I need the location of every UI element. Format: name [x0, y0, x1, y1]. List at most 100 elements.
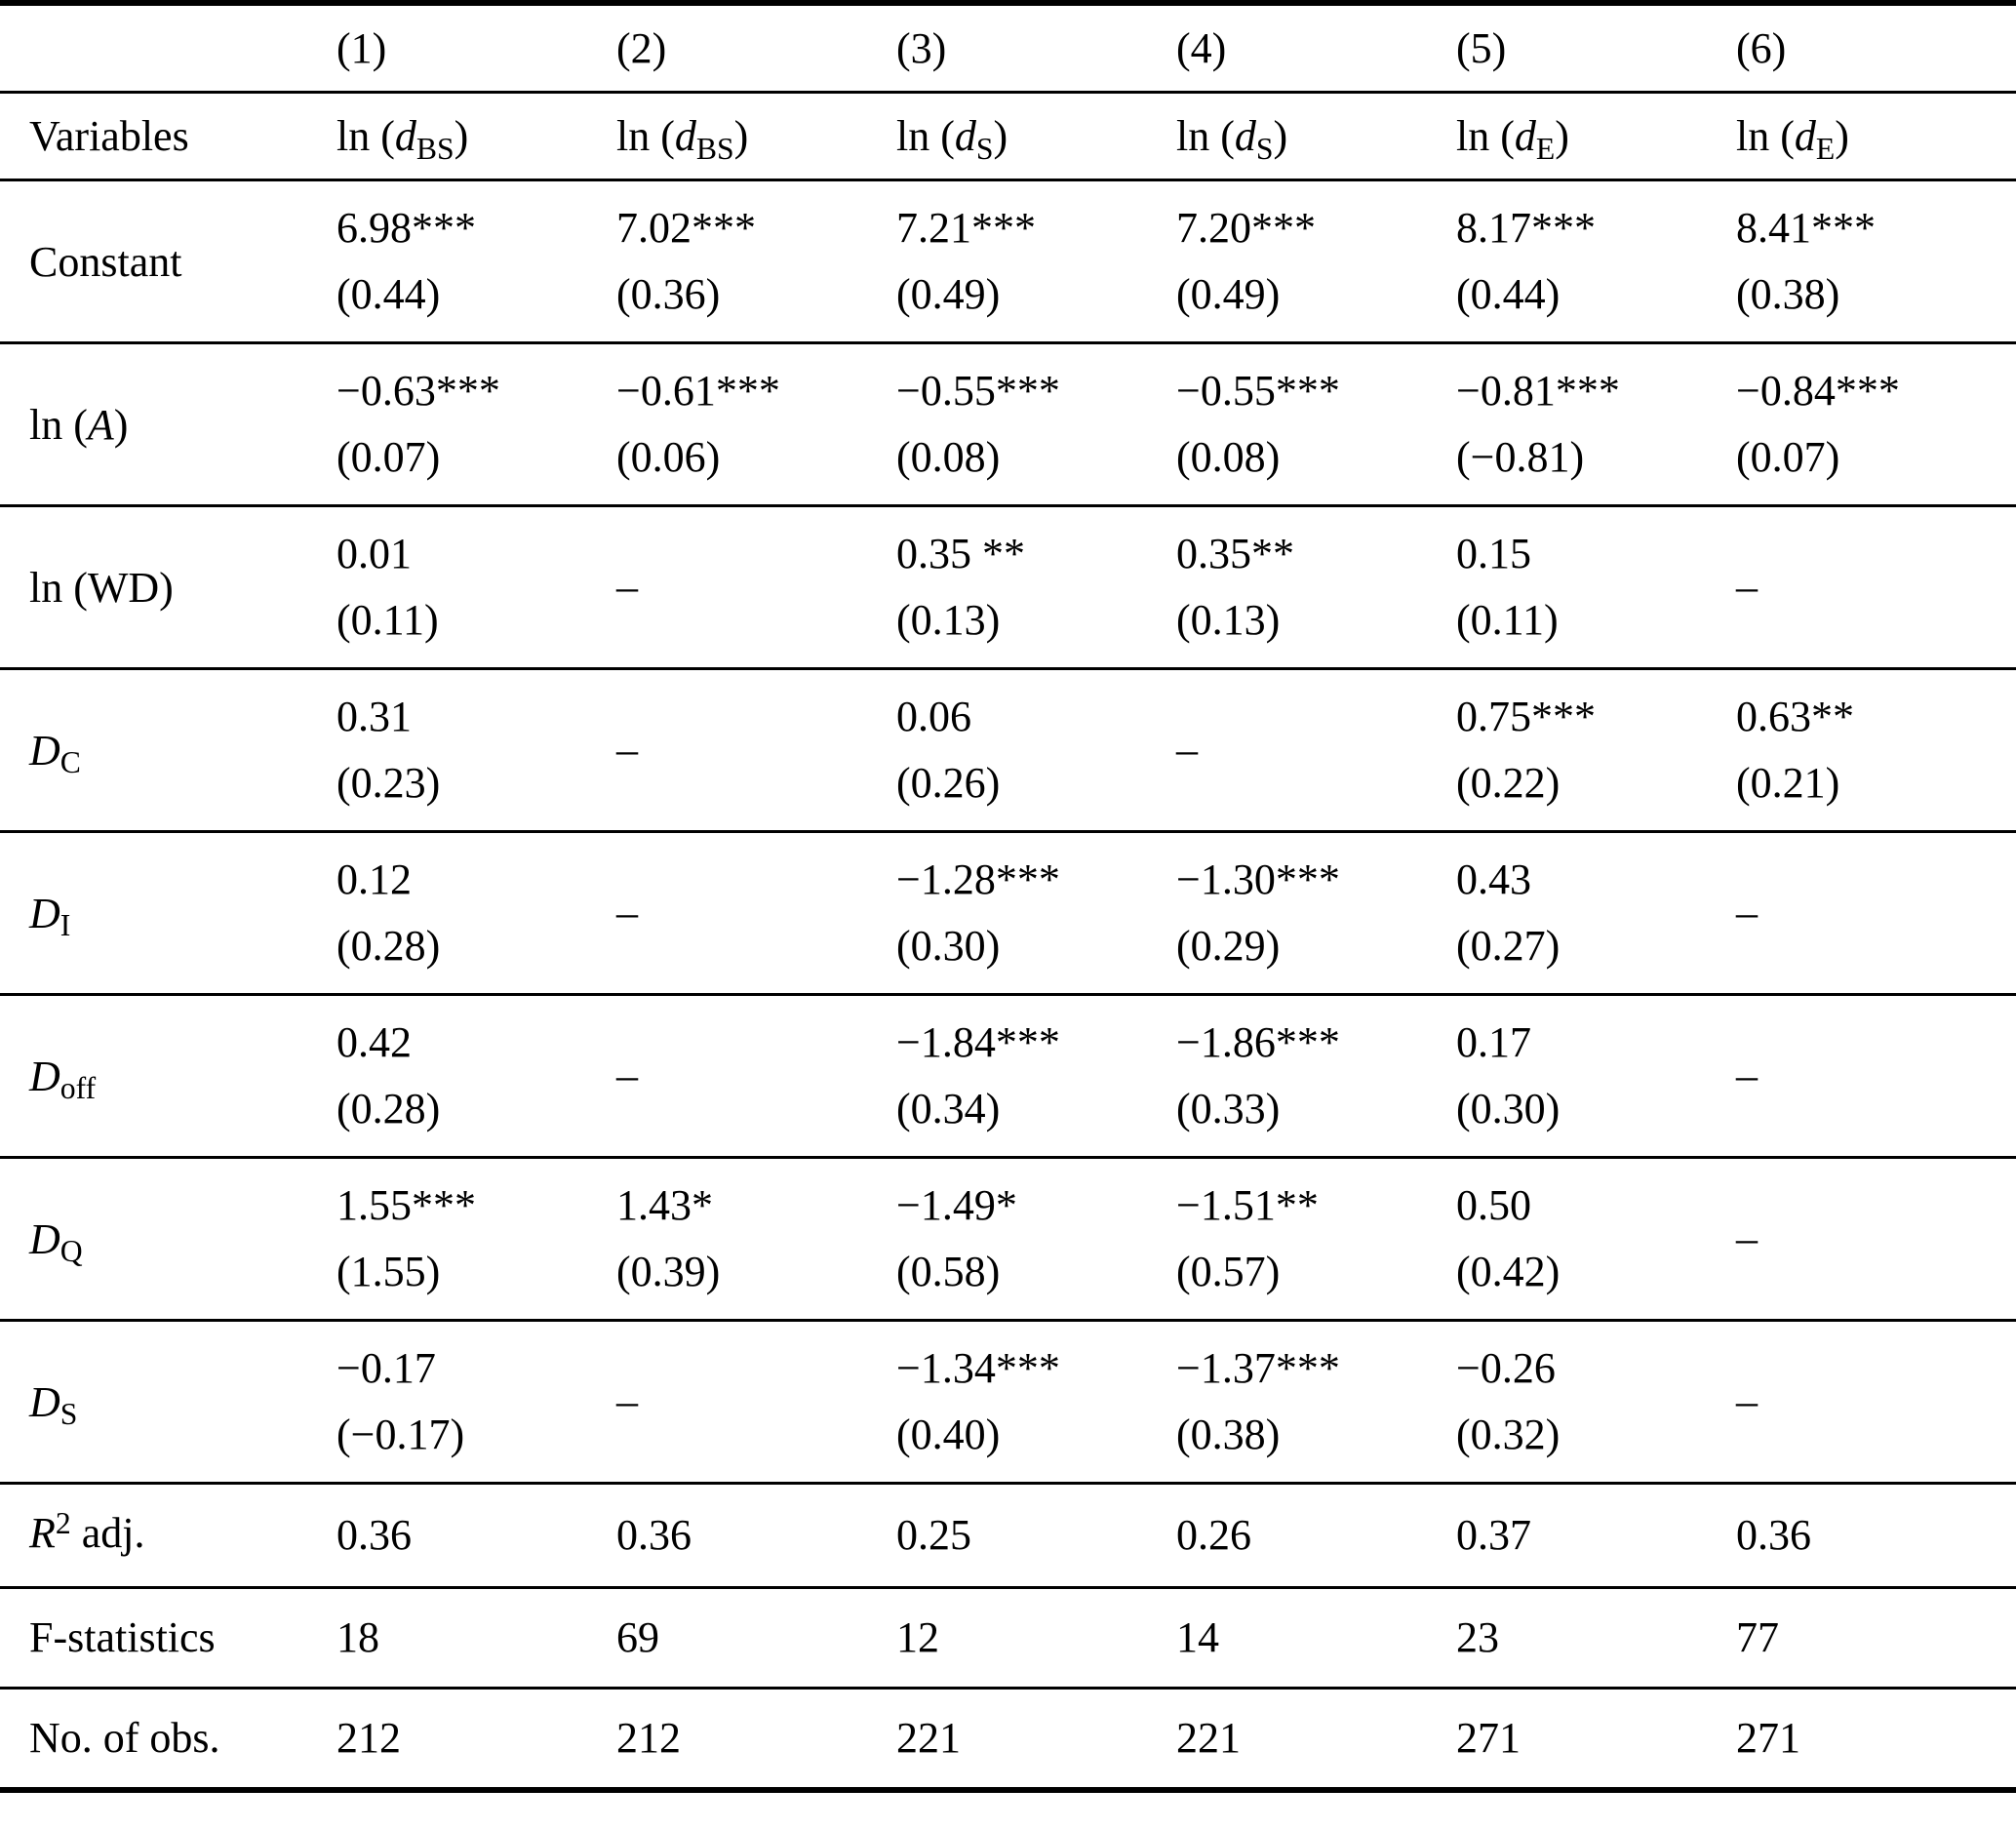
stat-label: R2 adj. — [0, 1483, 336, 1589]
coef-cell: 0.35** (0.13) — [1176, 505, 1456, 670]
empty-cell: – — [616, 831, 896, 996]
text-segment: d — [674, 112, 696, 160]
standard-error: (0.36) — [616, 270, 721, 318]
dash: – — [616, 889, 638, 936]
standard-error: (0.57) — [1176, 1248, 1281, 1295]
coef-row-constant: Constant 6.98*** (0.44) 7.02*** (0.36) 7.21**… — [0, 179, 2016, 344]
dash: – — [616, 726, 638, 774]
coef-cell: 0.17 (0.30) — [1456, 994, 1736, 1159]
coef-cell: 7.02*** (0.36) — [616, 179, 896, 344]
standard-error: (0.11) — [1456, 596, 1559, 644]
estimate: −1.86*** — [1176, 1018, 1340, 1066]
estimate: −1.84*** — [896, 1018, 1060, 1066]
coef-cell: −0.81*** (−0.81) — [1456, 342, 1736, 507]
estimate: −0.17 — [336, 1344, 436, 1392]
standard-error: (0.08) — [896, 433, 1001, 481]
coef-cell: 8.41*** (0.38) — [1736, 179, 2016, 344]
text-segment: D — [29, 1052, 60, 1100]
coef-cell: −1.34*** (0.40) — [896, 1320, 1176, 1485]
model-number: (4) — [1176, 3, 1456, 94]
subscript: Q — [59, 1234, 83, 1269]
text-segment: ) — [454, 112, 469, 160]
estimate: −0.81*** — [1456, 367, 1620, 415]
model-number: (6) — [1736, 3, 2016, 94]
coef-cell: 0.75*** (0.22) — [1456, 668, 1736, 833]
coef-cell: −0.84*** (0.07) — [1736, 342, 2016, 507]
dependent-variable: ln (dS) — [1176, 92, 1456, 181]
standard-error: (0.13) — [1176, 596, 1281, 644]
estimate: 0.06 — [896, 693, 971, 740]
estimate: −1.28*** — [896, 855, 1060, 903]
standard-error: (0.28) — [336, 1085, 441, 1133]
coef-cell: −1.37*** (0.38) — [1176, 1320, 1456, 1485]
variables-label: Variables — [0, 92, 336, 181]
estimate: 1.55*** — [336, 1181, 476, 1229]
estimate: 0.42 — [336, 1018, 412, 1066]
coef-cell: −1.84*** (0.34) — [896, 994, 1176, 1159]
variable-label: ln (A) — [0, 342, 336, 507]
stat-value: 221 — [1176, 1688, 1456, 1792]
standard-error: (0.13) — [896, 596, 1001, 644]
estimate: −1.49* — [896, 1181, 1017, 1229]
model-number: (5) — [1456, 3, 1736, 94]
stat-label: F-statistics — [0, 1587, 336, 1690]
coef-cell: 0.06 (0.26) — [896, 668, 1176, 833]
stat-value: 23 — [1456, 1587, 1736, 1690]
estimate: −0.55*** — [896, 367, 1060, 415]
stat-value: 77 — [1736, 1587, 2016, 1690]
estimate: 0.17 — [1456, 1018, 1531, 1066]
standard-error: (0.39) — [616, 1248, 721, 1295]
coef-cell: 1.55*** (1.55) — [336, 1157, 616, 1322]
dependent-variable: ln (dBS) — [616, 92, 896, 181]
coef-cell: 0.01 (0.11) — [336, 505, 616, 670]
standard-error: (0.22) — [1456, 759, 1561, 807]
coef-cell: 7.21*** (0.49) — [896, 179, 1176, 344]
standard-error: (0.29) — [1176, 922, 1281, 970]
estimate: 0.63** — [1736, 693, 1854, 740]
stat-value: 14 — [1176, 1587, 1456, 1690]
text-segment: D — [29, 1214, 60, 1263]
variable-label: DI — [0, 831, 336, 996]
coef-row-D-I: DI 0.12 (0.28) – −1.28*** (0.30) −1.30*** (0.29… — [0, 831, 2016, 996]
text-segment: R — [29, 1509, 56, 1557]
superscript: 2 — [55, 1505, 71, 1540]
variable-label: DQ — [0, 1157, 336, 1322]
estimate: 8.17*** — [1456, 204, 1596, 252]
empty-cell: – — [1736, 831, 2016, 996]
coef-cell: 0.12 (0.28) — [336, 831, 616, 996]
coef-cell: −1.49* (0.58) — [896, 1157, 1176, 1322]
estimate: 0.50 — [1456, 1181, 1531, 1229]
standard-error: (0.40) — [896, 1411, 1001, 1458]
standard-error: (0.32) — [1456, 1411, 1561, 1458]
stat-row-r2-adj: R2 adj. 0.36 0.36 0.25 0.26 0.37 0.36 — [0, 1483, 2016, 1589]
text-segment: d — [1234, 112, 1256, 160]
coef-cell: 6.98*** (0.44) — [336, 179, 616, 344]
stat-value: 212 — [336, 1688, 616, 1792]
coef-row-ln-WD: ln (WD) 0.01 (0.11) – 0.35 ** (0.13) 0.35** (0.… — [0, 505, 2016, 670]
estimate: 0.35 ** — [896, 530, 1025, 577]
coef-cell: 1.43* (0.39) — [616, 1157, 896, 1322]
standard-error: (0.07) — [336, 433, 441, 481]
text-segment: adj. — [70, 1509, 145, 1557]
coef-row-D-C: DC 0.31 (0.23) –0.06 (0.26) –0.75*** (0.22) 0.6… — [0, 668, 2016, 833]
corner-empty-cell — [0, 3, 336, 94]
coef-cell: −0.55*** (0.08) — [896, 342, 1176, 507]
dash: – — [1736, 1052, 1758, 1099]
empty-cell: – — [616, 994, 896, 1159]
table-header: (1) (2) (3) (4) (5) (6) Variables ln (dBS) ln (d… — [0, 3, 2016, 181]
standard-error: (0.30) — [1456, 1085, 1561, 1133]
standard-error: (0.34) — [896, 1085, 1001, 1133]
coef-cell: 0.50 (0.42) — [1456, 1157, 1736, 1322]
variable-label: DC — [0, 668, 336, 833]
standard-error: (0.33) — [1176, 1085, 1281, 1133]
estimate: −0.61*** — [616, 367, 780, 415]
subscript: S — [59, 1397, 78, 1432]
coef-row-ln-A: ln (A) −0.63*** (0.07) −0.61*** (0.06) −0.55*… — [0, 342, 2016, 507]
estimate: −0.63*** — [336, 367, 500, 415]
coef-cell: 0.15 (0.11) — [1456, 505, 1736, 670]
variable-label: Doff — [0, 994, 336, 1159]
coef-cell: 0.42 (0.28) — [336, 994, 616, 1159]
text-segment: Constant — [29, 237, 182, 286]
subscript: E — [1535, 131, 1556, 166]
